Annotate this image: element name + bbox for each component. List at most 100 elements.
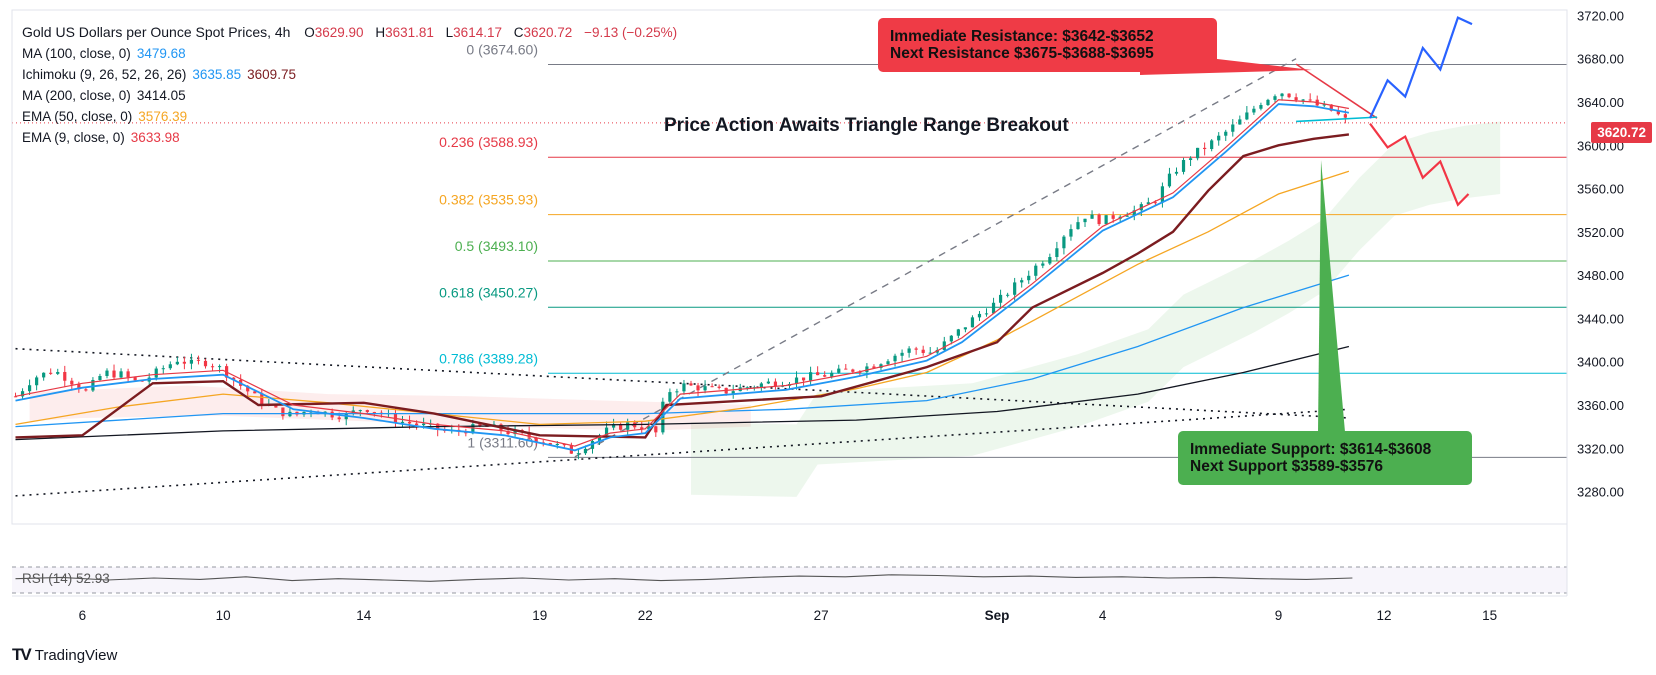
candle-body — [675, 391, 679, 393]
candle-body — [893, 355, 897, 362]
candle-body — [112, 370, 116, 378]
time-tick-label: 15 — [1482, 608, 1497, 623]
candle-body — [1006, 294, 1010, 296]
indicator-ma100[interactable]: MA (100, close, 0) 3479.68 — [22, 46, 186, 61]
candle-body — [203, 360, 208, 367]
rsi-line — [15, 574, 1353, 582]
candle-body — [1259, 105, 1263, 109]
indicator-ema9[interactable]: EMA (9, close, 0) 3633.98 — [22, 130, 180, 145]
candle-body — [246, 385, 250, 392]
candle-body — [837, 368, 841, 373]
tradingview-brand[interactable]: TV TradingView — [12, 645, 117, 665]
candle-body — [576, 453, 581, 455]
candle-body — [281, 407, 285, 417]
candle-body — [1125, 215, 1129, 217]
resistance-callout: Immediate Resistance: $3642-$3652 Next R… — [878, 18, 1217, 72]
high-value: 3631.81 — [385, 25, 434, 40]
candle-body — [745, 387, 749, 389]
candle-body — [1034, 265, 1038, 276]
indicator-ema50[interactable]: EMA (50, close, 0) 3576.39 — [22, 109, 188, 124]
candle-body — [1203, 147, 1207, 150]
price-tick-label: 3280.00 — [1577, 485, 1624, 500]
candle-body — [119, 371, 123, 378]
candle-body — [1090, 214, 1094, 219]
triangle-lower-trendline — [15, 408, 1349, 497]
price-tick-label: 3520.00 — [1577, 225, 1624, 240]
candle-body — [1139, 204, 1143, 211]
fib-level-label: 0.618 (3450.27) — [439, 284, 538, 300]
candle-body — [703, 386, 707, 391]
candle-body — [126, 371, 130, 378]
time-tick-label: 12 — [1377, 608, 1392, 623]
candle-body — [168, 364, 172, 369]
candle-body — [154, 368, 158, 378]
short-triangle-bottom — [1296, 116, 1378, 123]
candle-body — [858, 371, 862, 373]
candle-body — [161, 368, 165, 370]
time-tick-label: 14 — [356, 608, 372, 623]
fib-level-label: 1 (3311.60) — [467, 434, 538, 450]
rsi-pane — [12, 566, 1567, 594]
candle-body — [597, 435, 602, 441]
candle-body — [414, 423, 419, 426]
change-value: −9.13 (−0.25%) — [584, 25, 678, 40]
candle-body — [1069, 229, 1073, 237]
candle-body — [682, 383, 686, 392]
candle-body — [1181, 160, 1186, 172]
candle-body — [358, 410, 362, 412]
candle-body — [175, 361, 179, 365]
price-tick-label: 3720.00 — [1577, 8, 1624, 23]
symbol-row[interactable]: Gold US Dollars per Ounce Spot Prices, 4… — [22, 22, 677, 43]
time-tick-label: 19 — [532, 608, 547, 623]
indicator-ichimoku[interactable]: Ichimoku (9, 26, 52, 26, 26) 3635.85 3609.… — [22, 67, 296, 82]
candle-body — [696, 385, 700, 391]
candle-body — [773, 381, 778, 387]
candle-body — [506, 431, 510, 435]
candle-body — [1322, 104, 1326, 106]
candle-body — [1266, 99, 1270, 106]
candle-body — [1097, 214, 1101, 225]
candle-body — [977, 313, 982, 318]
candle-body — [1055, 248, 1059, 258]
rsi-legend[interactable]: RSI (14) 52.93 — [22, 571, 110, 586]
candle-body — [830, 372, 834, 377]
support-callout: Immediate Support: $3614-$3608 Next Supp… — [1178, 431, 1472, 485]
ema9-line — [15, 99, 1350, 447]
time-tick-label: 22 — [638, 608, 653, 623]
candle-body — [1048, 257, 1052, 264]
candle-body — [590, 440, 595, 449]
candle-body — [527, 432, 531, 438]
indicator-ma200[interactable]: MA (200, close, 0) 3414.05 — [22, 88, 186, 103]
candle-body — [1301, 99, 1305, 101]
price-tick-label: 3680.00 — [1577, 52, 1624, 67]
price-tick-label: 3360.00 — [1577, 398, 1624, 413]
candle-body — [1132, 210, 1136, 216]
candle-body — [900, 352, 904, 356]
candle-body — [1224, 131, 1228, 136]
time-tick-label: 10 — [216, 608, 231, 623]
ohlc-values: O3629.90 H3631.81 L3614.17 C3620.72 −9.1… — [304, 25, 678, 40]
candle-body — [210, 366, 215, 368]
price-tick-label: 3440.00 — [1577, 311, 1624, 326]
open-value: 3629.90 — [314, 25, 364, 40]
price-tick-label: 3400.00 — [1577, 355, 1624, 370]
candle-body — [928, 352, 932, 354]
candle-body — [1308, 99, 1312, 101]
candle-body — [98, 375, 102, 380]
time-tick-label: 4 — [1099, 608, 1107, 623]
fib-level-label: 0 (3674.60) — [466, 42, 538, 58]
candle-body — [35, 377, 39, 386]
candle-body — [809, 372, 813, 381]
candle-body — [611, 424, 616, 428]
candle-body — [70, 380, 74, 385]
candle-body — [872, 366, 876, 368]
close-value: 3620.72 — [523, 25, 573, 40]
candle-body — [400, 421, 405, 423]
candle-body — [478, 424, 482, 426]
bearish-scenario-path — [1369, 122, 1470, 207]
candle-body — [1013, 282, 1017, 295]
bullish-scenario-path — [1369, 16, 1473, 119]
candle-body — [91, 379, 95, 391]
ichimoku-kijun-line — [15, 133, 1350, 439]
